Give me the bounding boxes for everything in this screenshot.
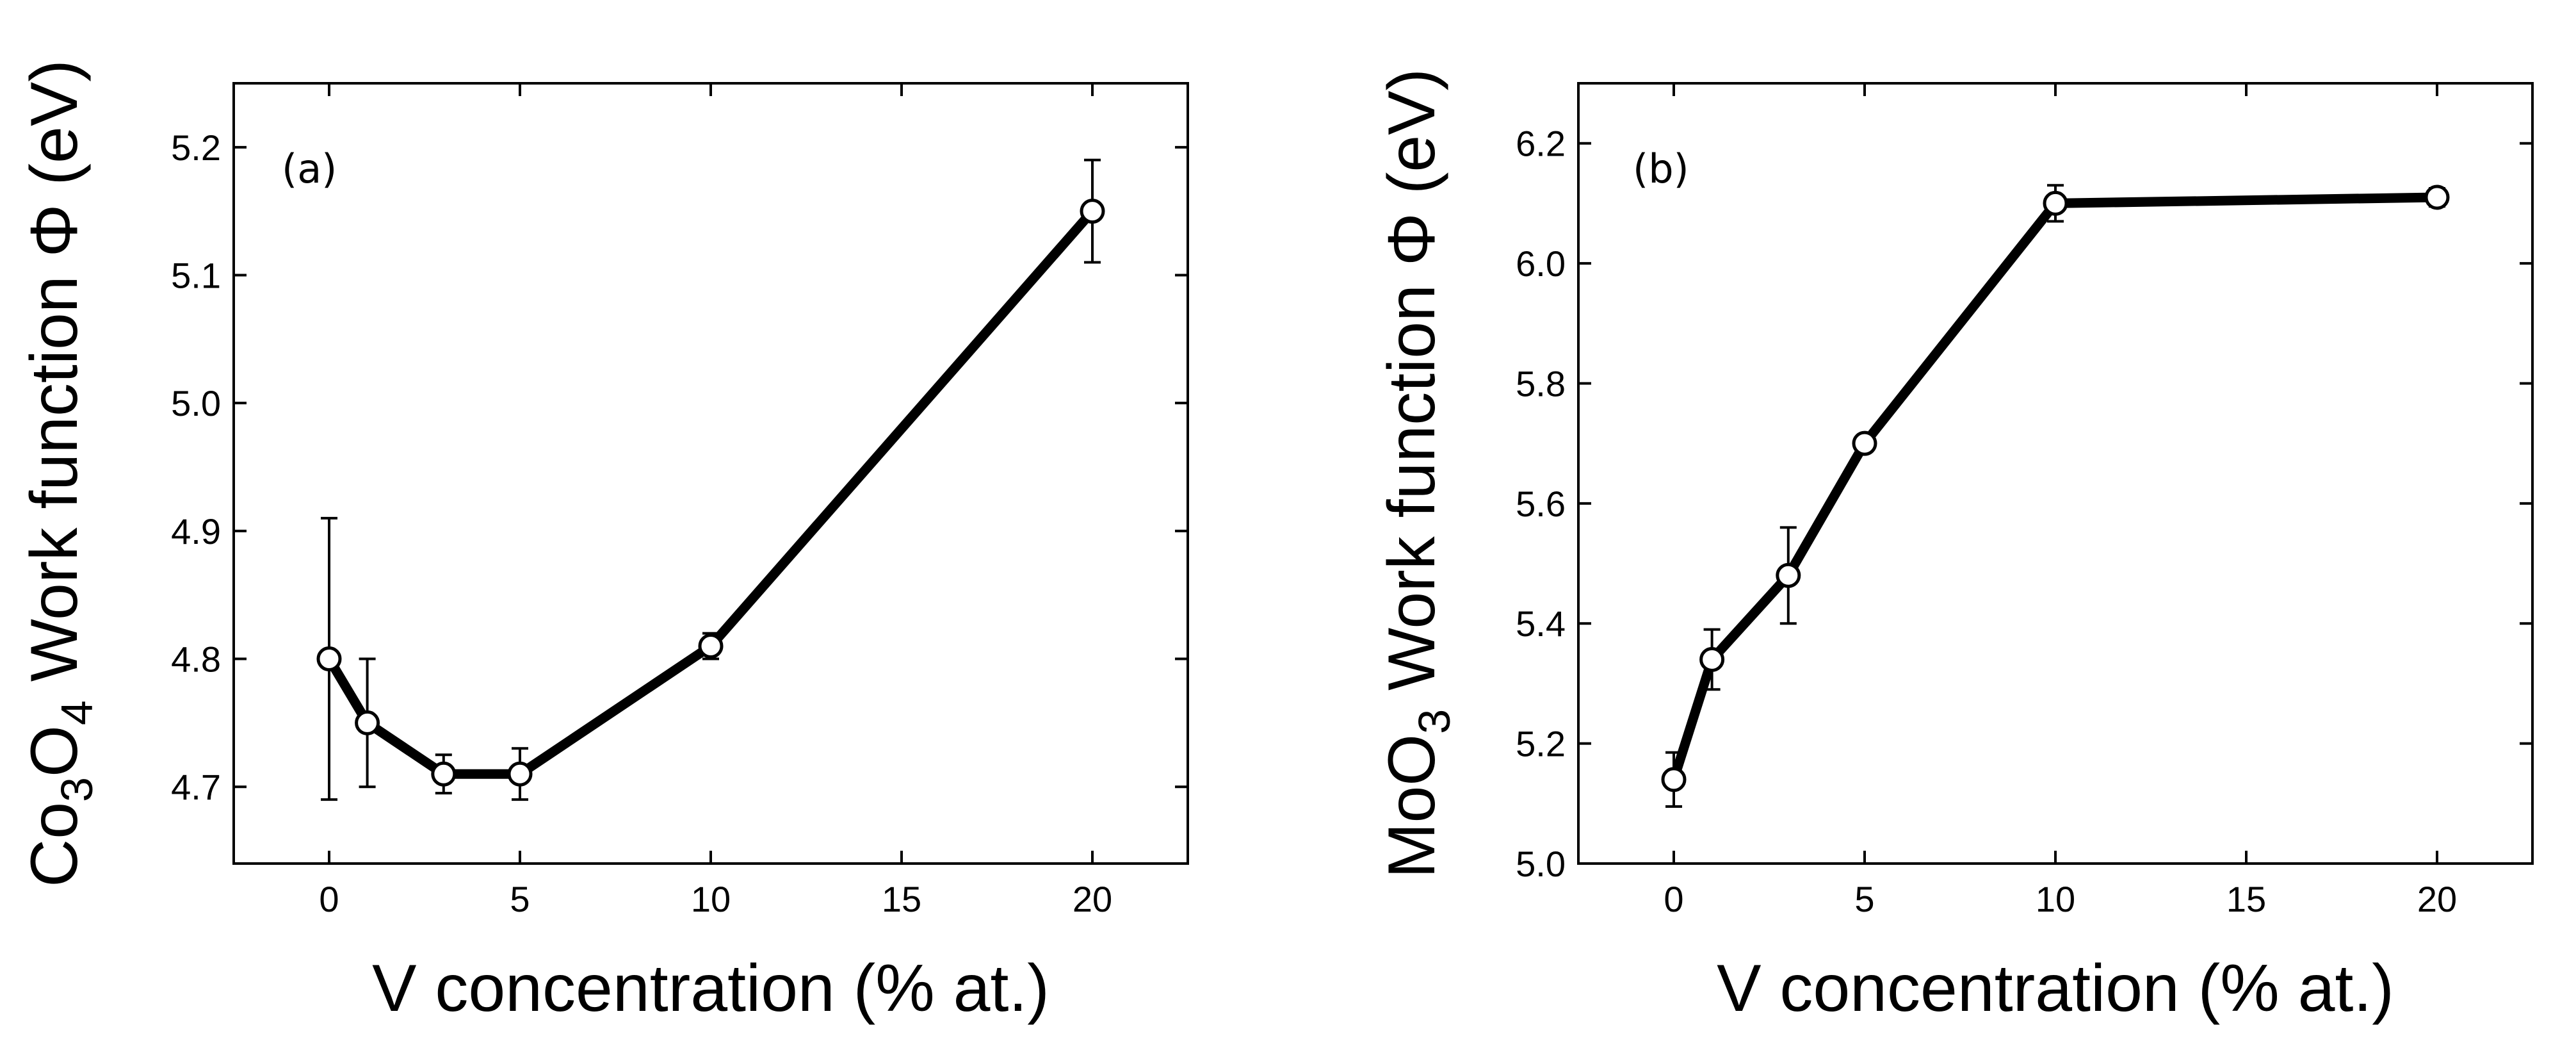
panel-a-y-tick-label: 5.0 xyxy=(171,383,221,423)
panel-b-x-tick-label: 0 xyxy=(1664,879,1683,919)
panel-a-plot-frame xyxy=(232,82,1189,865)
panel-b-y-tick-label: 6.0 xyxy=(1516,243,1566,284)
panel-b-x-tick-label: 15 xyxy=(2226,879,2266,919)
panel-b-data-point xyxy=(2424,184,2450,210)
panel-b-x-tick-label: 5 xyxy=(1854,879,1874,919)
panel-a-y-label-suffix: Work function Φ (eV) xyxy=(17,60,92,700)
panel-a-data-point xyxy=(698,634,724,659)
panel-a-y-tick-label: 4.7 xyxy=(171,767,221,807)
panel-b-y-tick-label: 5.0 xyxy=(1516,844,1566,884)
panel-b-ticks: 0 5 10 15 20 5.0 5.2 5.4 5.6 5.8 6.0 6.2 xyxy=(1516,83,2532,919)
panel-a-data-point xyxy=(431,761,457,787)
panel-b-data-point xyxy=(1661,767,1687,792)
panel-a-label: (a) xyxy=(282,145,337,192)
panel-b-y-tick-label: 5.8 xyxy=(1516,363,1566,404)
panel-b-x-tick-label: 20 xyxy=(2417,879,2457,919)
panel-b-series-line xyxy=(1669,192,2442,785)
panel-b-series xyxy=(1661,184,2450,808)
panel-a-data-point xyxy=(1080,199,1105,224)
panel-b-y-tick-label: 6.2 xyxy=(1516,124,1566,164)
panel-b-y-label-suffix: Work function Φ (eV) xyxy=(1375,69,1449,709)
panel-a-y-tick-label: 5.2 xyxy=(171,127,221,168)
panel-a-y-axis-label: Co3O4 Work function Φ (eV) xyxy=(17,60,102,887)
panel-a-ticks: 0 5 10 15 20 4.7 4.8 4.9 5.0 5.1 5.2 xyxy=(171,83,1188,919)
panel-a-x-tick-label: 10 xyxy=(691,879,731,919)
panel-a-y-label-mid: O xyxy=(17,725,92,777)
panel-a-x-tick-label: 5 xyxy=(510,879,530,919)
panel-b-y-label-prefix: MoO xyxy=(1375,734,1449,878)
panel-a-data-point xyxy=(507,761,533,787)
panel-b-label: (b) xyxy=(1633,145,1689,192)
panel-a-chart: 0 5 10 15 20 4.7 4.8 4.9 5.0 5.1 5.2 (a) V concent… xyxy=(17,60,1189,1026)
panel-b-y-tick-label: 5.4 xyxy=(1516,603,1566,644)
panel-a-x-tick-label: 20 xyxy=(1073,879,1112,919)
panel-a-y-label-sub1: 3 xyxy=(52,777,102,802)
panel-a-y-label-prefix: Co xyxy=(17,802,92,887)
panel-a-x-tick-label: 0 xyxy=(319,879,339,919)
panel-a-y-tick-label: 4.8 xyxy=(171,639,221,680)
panel-b-x-tick-label: 10 xyxy=(2036,879,2075,919)
panel-a-x-tick-label: 15 xyxy=(882,879,921,919)
panel-b-data-point xyxy=(1776,562,1801,588)
panel-b-y-tick-label: 5.6 xyxy=(1516,484,1566,524)
panel-b-data-point xyxy=(1852,430,1877,456)
panel-b-data-point xyxy=(1699,646,1725,672)
panel-b-y-tick-label: 5.2 xyxy=(1516,724,1566,764)
panel-a-y-tick-label: 5.1 xyxy=(171,256,221,296)
panel-a-x-axis-label: V concentration (% at.) xyxy=(372,951,1049,1026)
panel-a-series-line xyxy=(324,206,1098,779)
panel-a-data-point xyxy=(355,710,380,735)
panel-b-x-axis-label: V concentration (% at.) xyxy=(1717,951,2394,1026)
panel-b-data-point xyxy=(2043,190,2068,216)
panel-b-y-axis-label: MoO3 Work function Φ (eV) xyxy=(1375,69,1459,878)
panel-a-data-point xyxy=(316,646,342,672)
panel-b-y-label-sub1: 3 xyxy=(1409,709,1459,734)
panel-a-series xyxy=(316,158,1105,801)
panel-a-y-tick-label: 4.9 xyxy=(171,511,221,552)
panel-b-chart: 0 5 10 15 20 5.0 5.2 5.4 5.6 5.8 6.0 6.2 (b) V conc… xyxy=(1375,69,2534,1026)
panel-a-y-label-sub2: 4 xyxy=(52,700,102,725)
